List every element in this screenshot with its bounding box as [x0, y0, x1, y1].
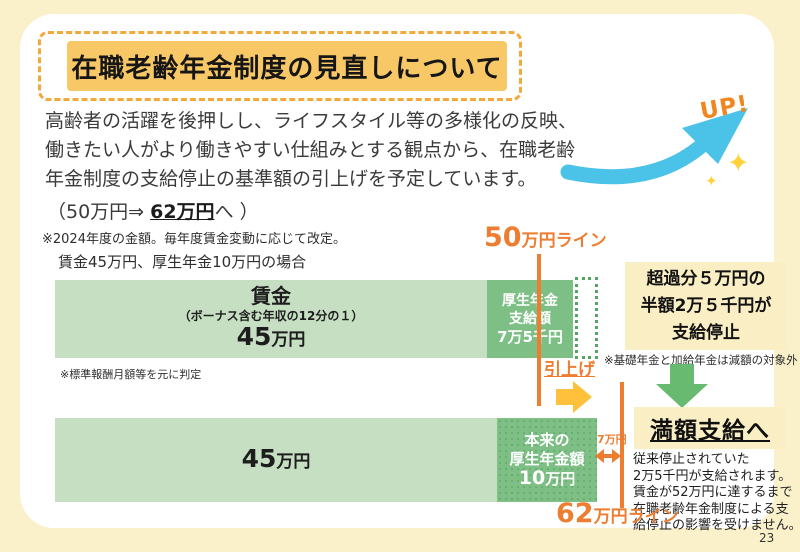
full-payment-label: 満額支給へ — [650, 418, 770, 444]
raise-label: 引上げ — [544, 360, 595, 380]
pension-label-line: 厚生年金額 — [509, 450, 585, 468]
line-50-label: 50万円ライン — [484, 222, 607, 253]
pension-label-line: 支給額 — [509, 311, 551, 327]
pension-label-line: 厚生年金 — [502, 293, 558, 309]
suspension-box: 超過分５万円の 半額2万５千円が 支給停止 — [625, 262, 787, 350]
sparkle-icon: ✦ — [727, 148, 750, 179]
detail-line: 2万5千円が支給されます。 — [633, 468, 792, 484]
double-arrow-icon — [595, 449, 621, 463]
intro-line: 働きたい人がより働きやすい仕組みとする観点から、在職老齢 — [45, 139, 576, 161]
wage-subtitle: （ボーナス含む年収の12分の１） — [178, 309, 364, 323]
page-number: 23 — [759, 531, 775, 545]
up-swoosh-arrow-icon — [560, 108, 748, 185]
wage-amount: 45万円 — [241, 443, 311, 473]
change-suffix: へ ） — [214, 201, 259, 223]
change-value: 62万円 — [150, 201, 215, 223]
change-prefix: （50万円⇒ — [47, 201, 145, 223]
wage-segment-current: 賃金 （ボーナス含む年収の12分の１） 45万円 — [55, 280, 487, 358]
line-50 — [537, 254, 541, 406]
detail-line: 給停止の影響を受けません。 — [633, 518, 800, 533]
gap-label: 7万円 — [597, 433, 627, 446]
suspended-amount-dashed-box — [575, 277, 598, 359]
pension-paid-segment: 厚生年金 支給額 7万5千円 — [487, 280, 573, 358]
intro-line: 年金制度の支給停止の基準額の引上げを予定しています。 — [45, 168, 537, 190]
down-arrow-icon — [656, 364, 708, 408]
bar-current-system: 賃金 （ボーナス含む年収の12分の１） 45万円 厚生年金 支給額 7万5千円 — [55, 280, 573, 358]
line-62-label: 62万円ライン — [556, 498, 679, 529]
detail-line: 在職老齢年金制度による支 — [633, 501, 789, 517]
threshold-change-note: （50万円⇒ 62万円へ ） — [47, 197, 259, 224]
title-frame: 在職老齢年金制度の見直しについて — [38, 31, 522, 101]
detail-line: 従来停止されていた — [633, 452, 750, 467]
full-payment-box: 満額支給へ — [634, 407, 786, 449]
page-title: 在職老齢年金制度の見直しについて — [67, 41, 507, 91]
intro-line: 高齢者の活躍を後押しし、ライフスタイル等の多様化の反映、 — [45, 110, 578, 132]
wage-amount: 45万円 — [236, 322, 306, 351]
full-pension-segment: 本来の 厚生年金額 10万円 — [497, 418, 597, 502]
basic-pension-note: ※基礎年金と加給年金は減額の対象外 — [604, 353, 798, 367]
standard-remuneration-note: ※標準報酬月額等を元に判定 — [60, 368, 202, 381]
suspension-line: 半額2万５千円が — [640, 295, 772, 316]
wage-segment-revised: 45万円 — [55, 418, 497, 502]
pension-amount: 10万円 — [518, 467, 576, 489]
sparkle-icon: ✦ — [705, 172, 718, 190]
suspension-line: 支給停止 — [672, 322, 740, 343]
line-62 — [620, 382, 624, 508]
pension-label-line: 本来の — [524, 431, 570, 449]
case-label: 賃金45万円、厚生年金10万円の場合 — [58, 253, 307, 271]
suspension-line: 超過分５万円の — [646, 268, 766, 289]
bar-revised-system: 45万円 本来の 厚生年金額 10万円 — [55, 418, 597, 502]
full-payment-detail: 従来停止されていた 2万5千円が支給されます。 賃金が52万円に達するまで 在職… — [633, 452, 800, 535]
raise-right-arrow-icon — [556, 381, 592, 413]
intro-text: 高齢者の活躍を後押しし、ライフスタイル等の多様化の反映、 働きたい人がより働きや… — [45, 107, 577, 194]
fiscal-year-note: ※2024年度の金額。毎年度賃金変動に応じて改定。 — [42, 232, 346, 247]
wage-title: 賃金 — [251, 284, 291, 308]
detail-line: 賃金が52万円に達するまで — [633, 485, 793, 500]
pension-amount: 7万5千円 — [497, 328, 563, 346]
